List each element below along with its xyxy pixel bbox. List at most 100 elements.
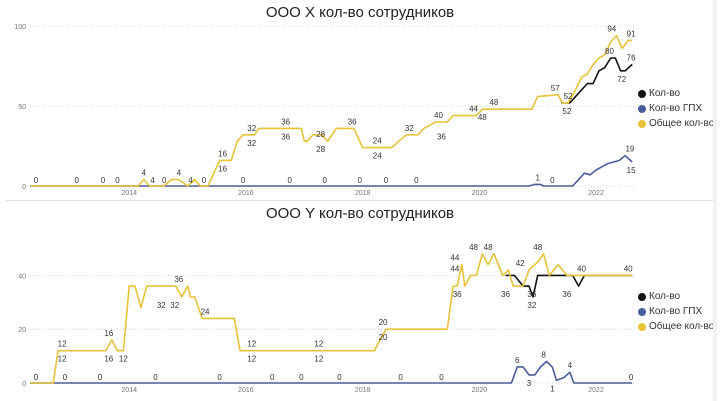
data-label: 48 — [469, 243, 478, 252]
data-label: 4 — [188, 176, 193, 185]
data-label: 0 — [337, 373, 342, 382]
data-label: 28 — [316, 130, 325, 139]
data-label: 80 — [605, 47, 614, 56]
y-tick-label: 0 — [22, 184, 26, 191]
series-line-count — [561, 57, 633, 104]
data-label: 6 — [515, 356, 520, 365]
data-label: 36 — [437, 132, 446, 141]
data-label: 0 — [270, 373, 275, 382]
data-label: 0 — [34, 373, 39, 382]
data-label: 0 — [162, 176, 167, 185]
data-label: 0 — [414, 176, 419, 185]
data-label: 0 — [74, 176, 79, 185]
data-label: 0 — [357, 176, 362, 185]
x-tick-label: 2022 — [588, 190, 604, 197]
data-label: 0 — [241, 176, 246, 185]
data-label: 32 — [527, 301, 536, 310]
legend-marker-total — [638, 322, 646, 331]
data-label: 36 — [501, 290, 510, 299]
data-label: 0 — [115, 176, 120, 185]
legend-label: Кол-во ГПХ — [649, 103, 703, 114]
series-line-gph — [30, 154, 633, 187]
data-label: 42 — [516, 259, 525, 268]
data-label: 36 — [453, 290, 462, 299]
data-label: 36 — [174, 275, 183, 284]
legend-marker-gph — [638, 307, 646, 316]
x-tick-label: 2016 — [238, 387, 254, 394]
legend-label: Кол-во — [649, 88, 681, 99]
scrollbar-track[interactable] — [713, 0, 717, 401]
series-line-gph — [30, 360, 633, 384]
data-label: 36 — [527, 290, 536, 299]
chart-panel-company-x: ООО X кол-во сотрудников 0 50 100 2014 2016 2… — [0, 0, 720, 200]
data-label: 44 — [469, 105, 478, 114]
legend-marker-total — [638, 119, 646, 128]
data-label: 44 — [450, 254, 459, 263]
legend-item-gph[interactable]: Кол-во ГПХ — [638, 101, 714, 116]
data-label: 24 — [373, 137, 382, 146]
data-label: 0 — [299, 373, 304, 382]
data-label: 4 — [150, 176, 155, 185]
data-label: 0 — [101, 176, 106, 185]
data-label: 48 — [533, 243, 542, 252]
data-label: 36 — [348, 117, 357, 126]
data-label: 24 — [373, 152, 382, 161]
legend-label: Кол-во — [649, 291, 681, 302]
data-label: 0 — [629, 373, 634, 382]
data-label: 16 — [104, 355, 113, 364]
legend-item-gph[interactable]: Кол-во ГПХ — [638, 304, 714, 319]
data-label: 32 — [157, 301, 166, 310]
data-label: 16 — [104, 329, 113, 338]
chart-legend: Кол-во Кол-во ГПХ Общее кол-во — [638, 289, 714, 334]
data-label: 3 — [527, 379, 532, 388]
data-label: 72 — [617, 75, 626, 84]
chart-panel-company-y: ООО Y кол-во сотрудников 0 20 40 2014 2016 20… — [0, 201, 720, 401]
legend-item-total[interactable]: Общее кол-во — [638, 319, 714, 334]
panel-divider — [6, 200, 714, 201]
series-line-count — [505, 274, 633, 298]
data-label: 4 — [177, 169, 182, 178]
data-label: 40 — [577, 264, 586, 273]
data-label: 16 — [218, 149, 227, 158]
data-label: 40 — [434, 111, 443, 120]
data-label: 12 — [58, 340, 67, 349]
data-label: 12 — [314, 340, 323, 349]
data-label: 0 — [287, 176, 292, 185]
data-label: 91 — [627, 29, 636, 38]
data-label: 40 — [624, 264, 633, 273]
data-label: 32 — [247, 139, 256, 148]
data-label: 0 — [202, 176, 207, 185]
legend-marker-count — [638, 89, 646, 98]
legend-marker-gph — [638, 104, 646, 113]
legend-item-count[interactable]: Кол-во — [638, 86, 714, 101]
data-label: 0 — [439, 373, 444, 382]
data-label: 32 — [170, 301, 179, 310]
data-label: 0 — [550, 176, 555, 185]
series-line-total — [30, 253, 633, 384]
legend-label: Общее кол-во — [649, 321, 715, 332]
chart-legend: Кол-во Кол-во ГПХ Общее кол-во — [638, 86, 714, 131]
data-label: 4 — [568, 361, 573, 370]
data-label: 20 — [379, 318, 388, 327]
data-label: 0 — [153, 373, 158, 382]
y-tick-label: 0 — [22, 381, 26, 388]
data-label: 1 — [535, 173, 540, 182]
data-label: 48 — [489, 98, 498, 107]
legend-item-total[interactable]: Общее кол-во — [638, 116, 714, 131]
data-label: 36 — [281, 117, 290, 126]
y-tick-label: 50 — [18, 104, 26, 111]
x-tick-label: 2020 — [472, 190, 488, 197]
data-label: 57 — [551, 84, 560, 93]
x-tick-label: 2014 — [121, 387, 137, 394]
y-tick-label: 20 — [18, 327, 26, 334]
data-label: 36 — [562, 290, 571, 299]
x-tick-label: 2016 — [238, 190, 254, 197]
data-label: 48 — [478, 113, 487, 122]
legend-label: Общее кол-во — [649, 118, 715, 129]
legend-item-count[interactable]: Кол-во — [638, 289, 714, 304]
data-label: 0 — [398, 373, 403, 382]
data-label: 0 — [34, 176, 39, 185]
